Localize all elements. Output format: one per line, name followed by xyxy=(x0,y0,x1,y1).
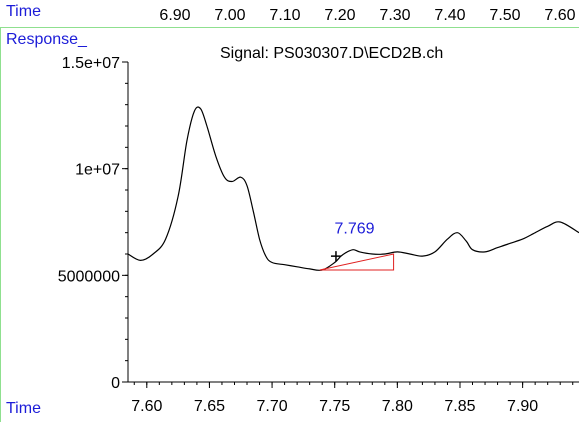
top-ruler-tick-label: 7.40 xyxy=(434,7,465,24)
top-time-axis-label: Time xyxy=(6,3,41,20)
x-tick-label: 7.90 xyxy=(507,398,538,415)
top-ruler-tick-label: 7.10 xyxy=(269,7,300,24)
x-tick-label: 7.60 xyxy=(131,398,162,415)
y-tick-label: 0 xyxy=(111,375,120,392)
y-tick-label: 1.5e+07 xyxy=(62,55,120,72)
chart-title: Signal: PS030307.D\ECD2B.ch xyxy=(220,45,444,62)
top-divider xyxy=(0,27,579,28)
x-tick-label: 7.85 xyxy=(444,398,475,415)
top-ruler-tick-label: 7.60 xyxy=(544,7,575,24)
top-ruler-tick-label: 7.30 xyxy=(379,7,410,24)
x-tick-label: 7.80 xyxy=(382,398,413,415)
left-divider xyxy=(0,28,1,422)
top-time-ruler: 6.90 7.00 7.10 7.20 7.30 7.40 7.50 7.60 xyxy=(159,7,575,24)
top-ruler-tick-label: 7.00 xyxy=(214,7,245,24)
top-ruler-tick-label: 6.90 xyxy=(159,7,190,24)
y-tick-label: 1e+07 xyxy=(75,162,120,179)
bottom-time-axis-label: Time xyxy=(6,400,41,417)
top-ruler-tick-label: 7.50 xyxy=(489,7,520,24)
top-ruler-tick-label: 7.20 xyxy=(324,7,355,24)
signal-trace-line xyxy=(127,106,579,271)
peak-retention-label: 7.769 xyxy=(335,221,375,238)
y-tick-label: 5000000 xyxy=(58,268,120,285)
response-axis-label: Response_ xyxy=(6,31,87,48)
x-tick-label: 7.65 xyxy=(194,398,225,415)
x-tick-label: 7.70 xyxy=(256,398,287,415)
peak-baseline-marker xyxy=(319,253,395,271)
x-tick-label: 7.75 xyxy=(319,398,350,415)
